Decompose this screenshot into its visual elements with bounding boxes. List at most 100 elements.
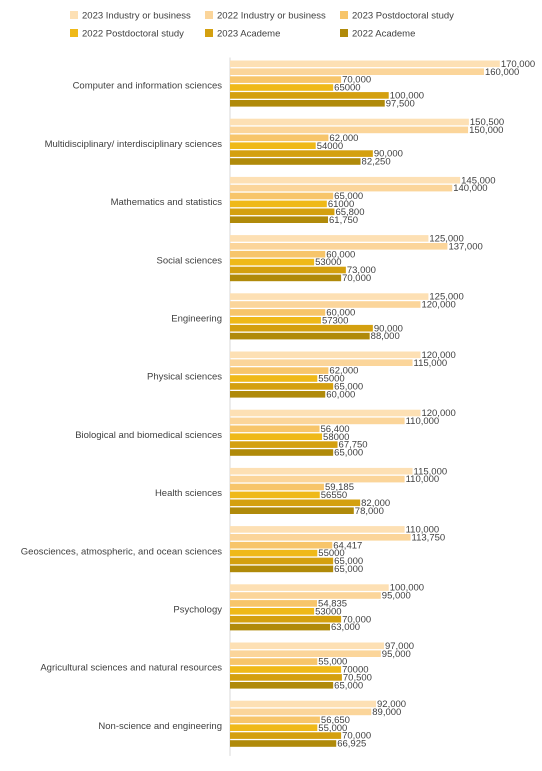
value-label-mathematics-and-statistics-2022-academe: 61,750: [329, 215, 358, 226]
bar-geosciences-atmospheric-and-ocean-sciences-2022-industry-or-business: [230, 534, 411, 541]
value-label-non-science-and-engineering-2023-industry-or-business: 92,000: [377, 699, 406, 710]
value-label-psychology-2022-postdoctoral-study: 53000: [315, 606, 341, 617]
bar-multidisciplinary-interdisciplinary-sciences-2022-industry-or-business: [230, 126, 469, 134]
value-label-engineering-2022-academe: 88,000: [371, 331, 400, 342]
value-label-social-sciences-2022-industry-or-business: 137,000: [448, 241, 482, 252]
legend-label-2023-industry-or-business: 2023 Industry or business: [82, 11, 191, 22]
value-label-geosciences-atmospheric-and-ocean-sciences-2023-academe: 65,000: [334, 556, 363, 567]
value-label-psychology-2023-academe: 70,000: [342, 614, 371, 625]
bar-multidisciplinary-interdisciplinary-sciences-2022-academe: [230, 158, 361, 165]
bar-social-sciences-2023-industry-or-business: [230, 235, 429, 242]
bar-non-science-and-engineering-2022-academe: [230, 740, 337, 747]
value-label-psychology-2023-industry-or-business: 100,000: [390, 583, 424, 594]
bar-physical-sciences-2023-academe: [230, 383, 334, 390]
bar-mathematics-and-statistics-2022-academe: [230, 216, 329, 223]
value-label-health-sciences-2023-postdoctoral-study: 59,185: [325, 482, 354, 493]
value-label-engineering-2022-industry-or-business: 120,000: [421, 300, 455, 311]
bar-agricultural-sciences-and-natural-resources-2022-industry-or-business: [230, 650, 381, 657]
value-label-social-sciences-2023-industry-or-business: 125,000: [429, 234, 463, 245]
bar-physical-sciences-2022-academe: [230, 391, 326, 398]
value-label-health-sciences-2023-academe: 82,000: [361, 498, 390, 509]
bar-physical-sciences-2022-postdoctoral-study: [230, 375, 318, 382]
bar-psychology-2022-academe: [230, 623, 330, 631]
value-label-mathematics-and-statistics-2022-industry-or-business: 140,000: [453, 183, 487, 194]
value-label-psychology-2022-academe: 63,000: [331, 622, 360, 633]
value-label-multidisciplinary-interdisciplinary-sciences-2022-industry-or-business: 150,000: [469, 125, 503, 136]
value-label-agricultural-sciences-and-natural-resources-2022-industry-or-business: 95,000: [382, 649, 411, 660]
value-label-mathematics-and-statistics-2023-academe: 65,800: [335, 207, 364, 218]
bar-psychology-2023-academe: [230, 615, 342, 623]
value-label-health-sciences-2022-industry-or-business: 110,000: [406, 474, 440, 485]
value-label-agricultural-sciences-and-natural-resources-2022-academe: 65,000: [334, 680, 363, 691]
legend-swatch-2023-postdoctoral-study: [340, 11, 348, 19]
bar-computer-and-information-sciences-2023-postdoctoral-study: [230, 76, 342, 83]
value-label-psychology-2022-industry-or-business: 95,000: [382, 591, 411, 602]
legend-label-2023-postdoctoral-study: 2023 Postdoctoral study: [352, 11, 454, 22]
bar-geosciences-atmospheric-and-ocean-sciences-2023-industry-or-business: [230, 526, 405, 533]
category-label-agricultural-sciences-and-natural-resources: Agricultural sciences and natural resour…: [40, 663, 222, 674]
bar-engineering-2023-academe: [230, 324, 373, 332]
bar-multidisciplinary-interdisciplinary-sciences-2023-academe: [230, 150, 373, 157]
value-label-agricultural-sciences-and-natural-resources-2023-postdoctoral-study: 55,000: [318, 657, 347, 668]
bar-engineering-2023-postdoctoral-study: [230, 309, 326, 316]
bar-computer-and-information-sciences-2023-industry-or-business: [230, 60, 500, 68]
value-label-biological-and-biomedical-sciences-2023-industry-or-business: 120,000: [421, 408, 455, 419]
bar-biological-and-biomedical-sciences-2022-postdoctoral-study: [230, 433, 323, 440]
bar-biological-and-biomedical-sciences-2022-industry-or-business: [230, 417, 405, 425]
value-label-multidisciplinary-interdisciplinary-sciences-2023-academe: 90,000: [374, 149, 403, 160]
legend-swatch-2023-industry-or-business: [70, 11, 78, 19]
value-label-geosciences-atmospheric-and-ocean-sciences-2023-industry-or-business: 110,000: [406, 525, 440, 536]
bar-agricultural-sciences-and-natural-resources-2022-academe: [230, 682, 334, 689]
bar-psychology-2022-industry-or-business: [230, 592, 381, 599]
bar-mathematics-and-statistics-2023-academe: [230, 208, 335, 216]
value-label-agricultural-sciences-and-natural-resources-2023-industry-or-business: 97,000: [385, 641, 414, 652]
bars: [230, 60, 500, 747]
bar-social-sciences-2023-postdoctoral-study: [230, 250, 326, 258]
bar-multidisciplinary-interdisciplinary-sciences-2022-postdoctoral-study: [230, 142, 316, 149]
value-label-multidisciplinary-interdisciplinary-sciences-2022-postdoctoral-study: 54000: [317, 141, 343, 152]
category-label-computer-and-information-sciences: Computer and information sciences: [73, 81, 223, 92]
bar-social-sciences-2022-academe: [230, 274, 342, 282]
bar-computer-and-information-sciences-2023-academe: [230, 92, 389, 99]
value-label-mathematics-and-statistics-2023-postdoctoral-study: 65,000: [334, 191, 363, 202]
value-label-biological-and-biomedical-sciences-2022-postdoctoral-study: 58000: [323, 432, 349, 443]
value-label-mathematics-and-statistics-2022-postdoctoral-study: 61000: [328, 199, 354, 210]
category-label-health-sciences: Health sciences: [155, 488, 222, 499]
value-label-multidisciplinary-interdisciplinary-sciences-2023-postdoctoral-study: 62,000: [329, 133, 358, 144]
value-label-social-sciences-2023-postdoctoral-study: 60,000: [326, 249, 355, 260]
bar-agricultural-sciences-and-natural-resources-2023-postdoctoral-study: [230, 658, 318, 665]
bar-social-sciences-2023-academe: [230, 266, 346, 274]
value-label-computer-and-information-sciences-2023-academe: 100,000: [390, 91, 424, 102]
bar-mathematics-and-statistics-2022-postdoctoral-study: [230, 200, 327, 208]
value-label-health-sciences-2022-postdoctoral-study: 56550: [321, 490, 347, 501]
bar-non-science-and-engineering-2022-postdoctoral-study: [230, 724, 318, 731]
bar-geosciences-atmospheric-and-ocean-sciences-2023-postdoctoral-study: [230, 541, 333, 549]
bar-biological-and-biomedical-sciences-2023-academe: [230, 441, 338, 448]
legend-swatch-2022-industry-or-business: [205, 11, 213, 19]
category-label-physical-sciences: Physical sciences: [147, 372, 222, 383]
bar-psychology-2023-industry-or-business: [230, 584, 389, 591]
category-label-social-sciences: Social sciences: [157, 255, 223, 266]
value-label-physical-sciences-2023-industry-or-business: 120,000: [421, 350, 455, 361]
bar-health-sciences-2022-academe: [230, 507, 354, 514]
value-label-non-science-and-engineering-2023-postdoctoral-study: 56,650: [321, 715, 350, 726]
bar-non-science-and-engineering-2023-academe: [230, 732, 342, 739]
value-label-computer-and-information-sciences-2022-postdoctoral-study: 65000: [334, 83, 360, 94]
value-label-non-science-and-engineering-2022-postdoctoral-study: 55,000: [318, 723, 347, 734]
value-label-engineering-2023-industry-or-business: 125,000: [429, 292, 463, 303]
value-label-geosciences-atmospheric-and-ocean-sciences-2023-postdoctoral-study: 64,417: [333, 540, 362, 551]
category-label-biological-and-biomedical-sciences: Biological and biomedical sciences: [75, 430, 222, 441]
category-label-multidisciplinary-interdisciplinary-sciences: Multidisciplinary/ interdisciplinary sci…: [45, 139, 223, 150]
legend-swatch-2023-academe: [205, 29, 213, 37]
legend-label-2022-academe: 2022 Academe: [352, 29, 415, 40]
bar-multidisciplinary-interdisciplinary-sciences-2023-industry-or-business: [230, 118, 469, 126]
bar-non-science-and-engineering-2022-industry-or-business: [230, 708, 372, 716]
bar-mathematics-and-statistics-2023-postdoctoral-study: [230, 192, 334, 200]
bar-physical-sciences-2022-industry-or-business: [230, 359, 413, 366]
bar-agricultural-sciences-and-natural-resources-2022-postdoctoral-study: [230, 666, 342, 673]
value-label-physical-sciences-2022-industry-or-business: 115,000: [414, 358, 448, 369]
value-label-geosciences-atmospheric-and-ocean-sciences-2022-academe: 65,000: [334, 564, 363, 575]
value-label-biological-and-biomedical-sciences-2023-postdoctoral-study: 56,400: [321, 424, 350, 435]
category-axis: Computer and information sciences Multidi…: [21, 57, 231, 756]
